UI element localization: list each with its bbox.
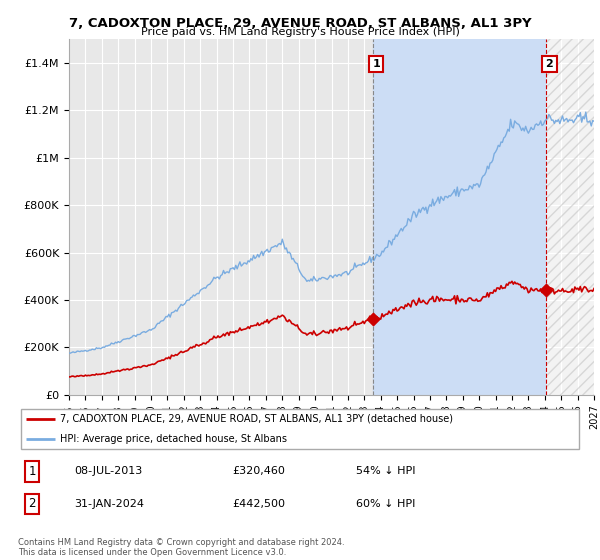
Text: HPI: Average price, detached house, St Albans: HPI: Average price, detached house, St A… bbox=[60, 434, 287, 444]
Text: 60% ↓ HPI: 60% ↓ HPI bbox=[356, 499, 416, 509]
Bar bbox=[546, 39, 594, 395]
Bar bbox=[373, 39, 546, 395]
Text: £320,460: £320,460 bbox=[232, 466, 285, 477]
Point bbox=[541, 286, 551, 295]
Text: 1: 1 bbox=[28, 465, 36, 478]
Text: £442,500: £442,500 bbox=[232, 499, 286, 509]
FancyBboxPatch shape bbox=[21, 409, 579, 449]
Text: 1: 1 bbox=[372, 59, 380, 69]
Text: Contains HM Land Registry data © Crown copyright and database right 2024.
This d: Contains HM Land Registry data © Crown c… bbox=[18, 538, 344, 557]
Text: 31-JAN-2024: 31-JAN-2024 bbox=[74, 499, 145, 509]
Text: 2: 2 bbox=[545, 59, 553, 69]
Point bbox=[368, 314, 377, 323]
Text: 08-JUL-2013: 08-JUL-2013 bbox=[74, 466, 143, 477]
Text: 7, CADOXTON PLACE, 29, AVENUE ROAD, ST ALBANS, AL1 3PY: 7, CADOXTON PLACE, 29, AVENUE ROAD, ST A… bbox=[68, 17, 532, 30]
Text: Price paid vs. HM Land Registry's House Price Index (HPI): Price paid vs. HM Land Registry's House … bbox=[140, 27, 460, 37]
Text: 7, CADOXTON PLACE, 29, AVENUE ROAD, ST ALBANS, AL1 3PY (detached house): 7, CADOXTON PLACE, 29, AVENUE ROAD, ST A… bbox=[60, 414, 454, 424]
Text: 54% ↓ HPI: 54% ↓ HPI bbox=[356, 466, 416, 477]
Text: 2: 2 bbox=[28, 497, 36, 511]
